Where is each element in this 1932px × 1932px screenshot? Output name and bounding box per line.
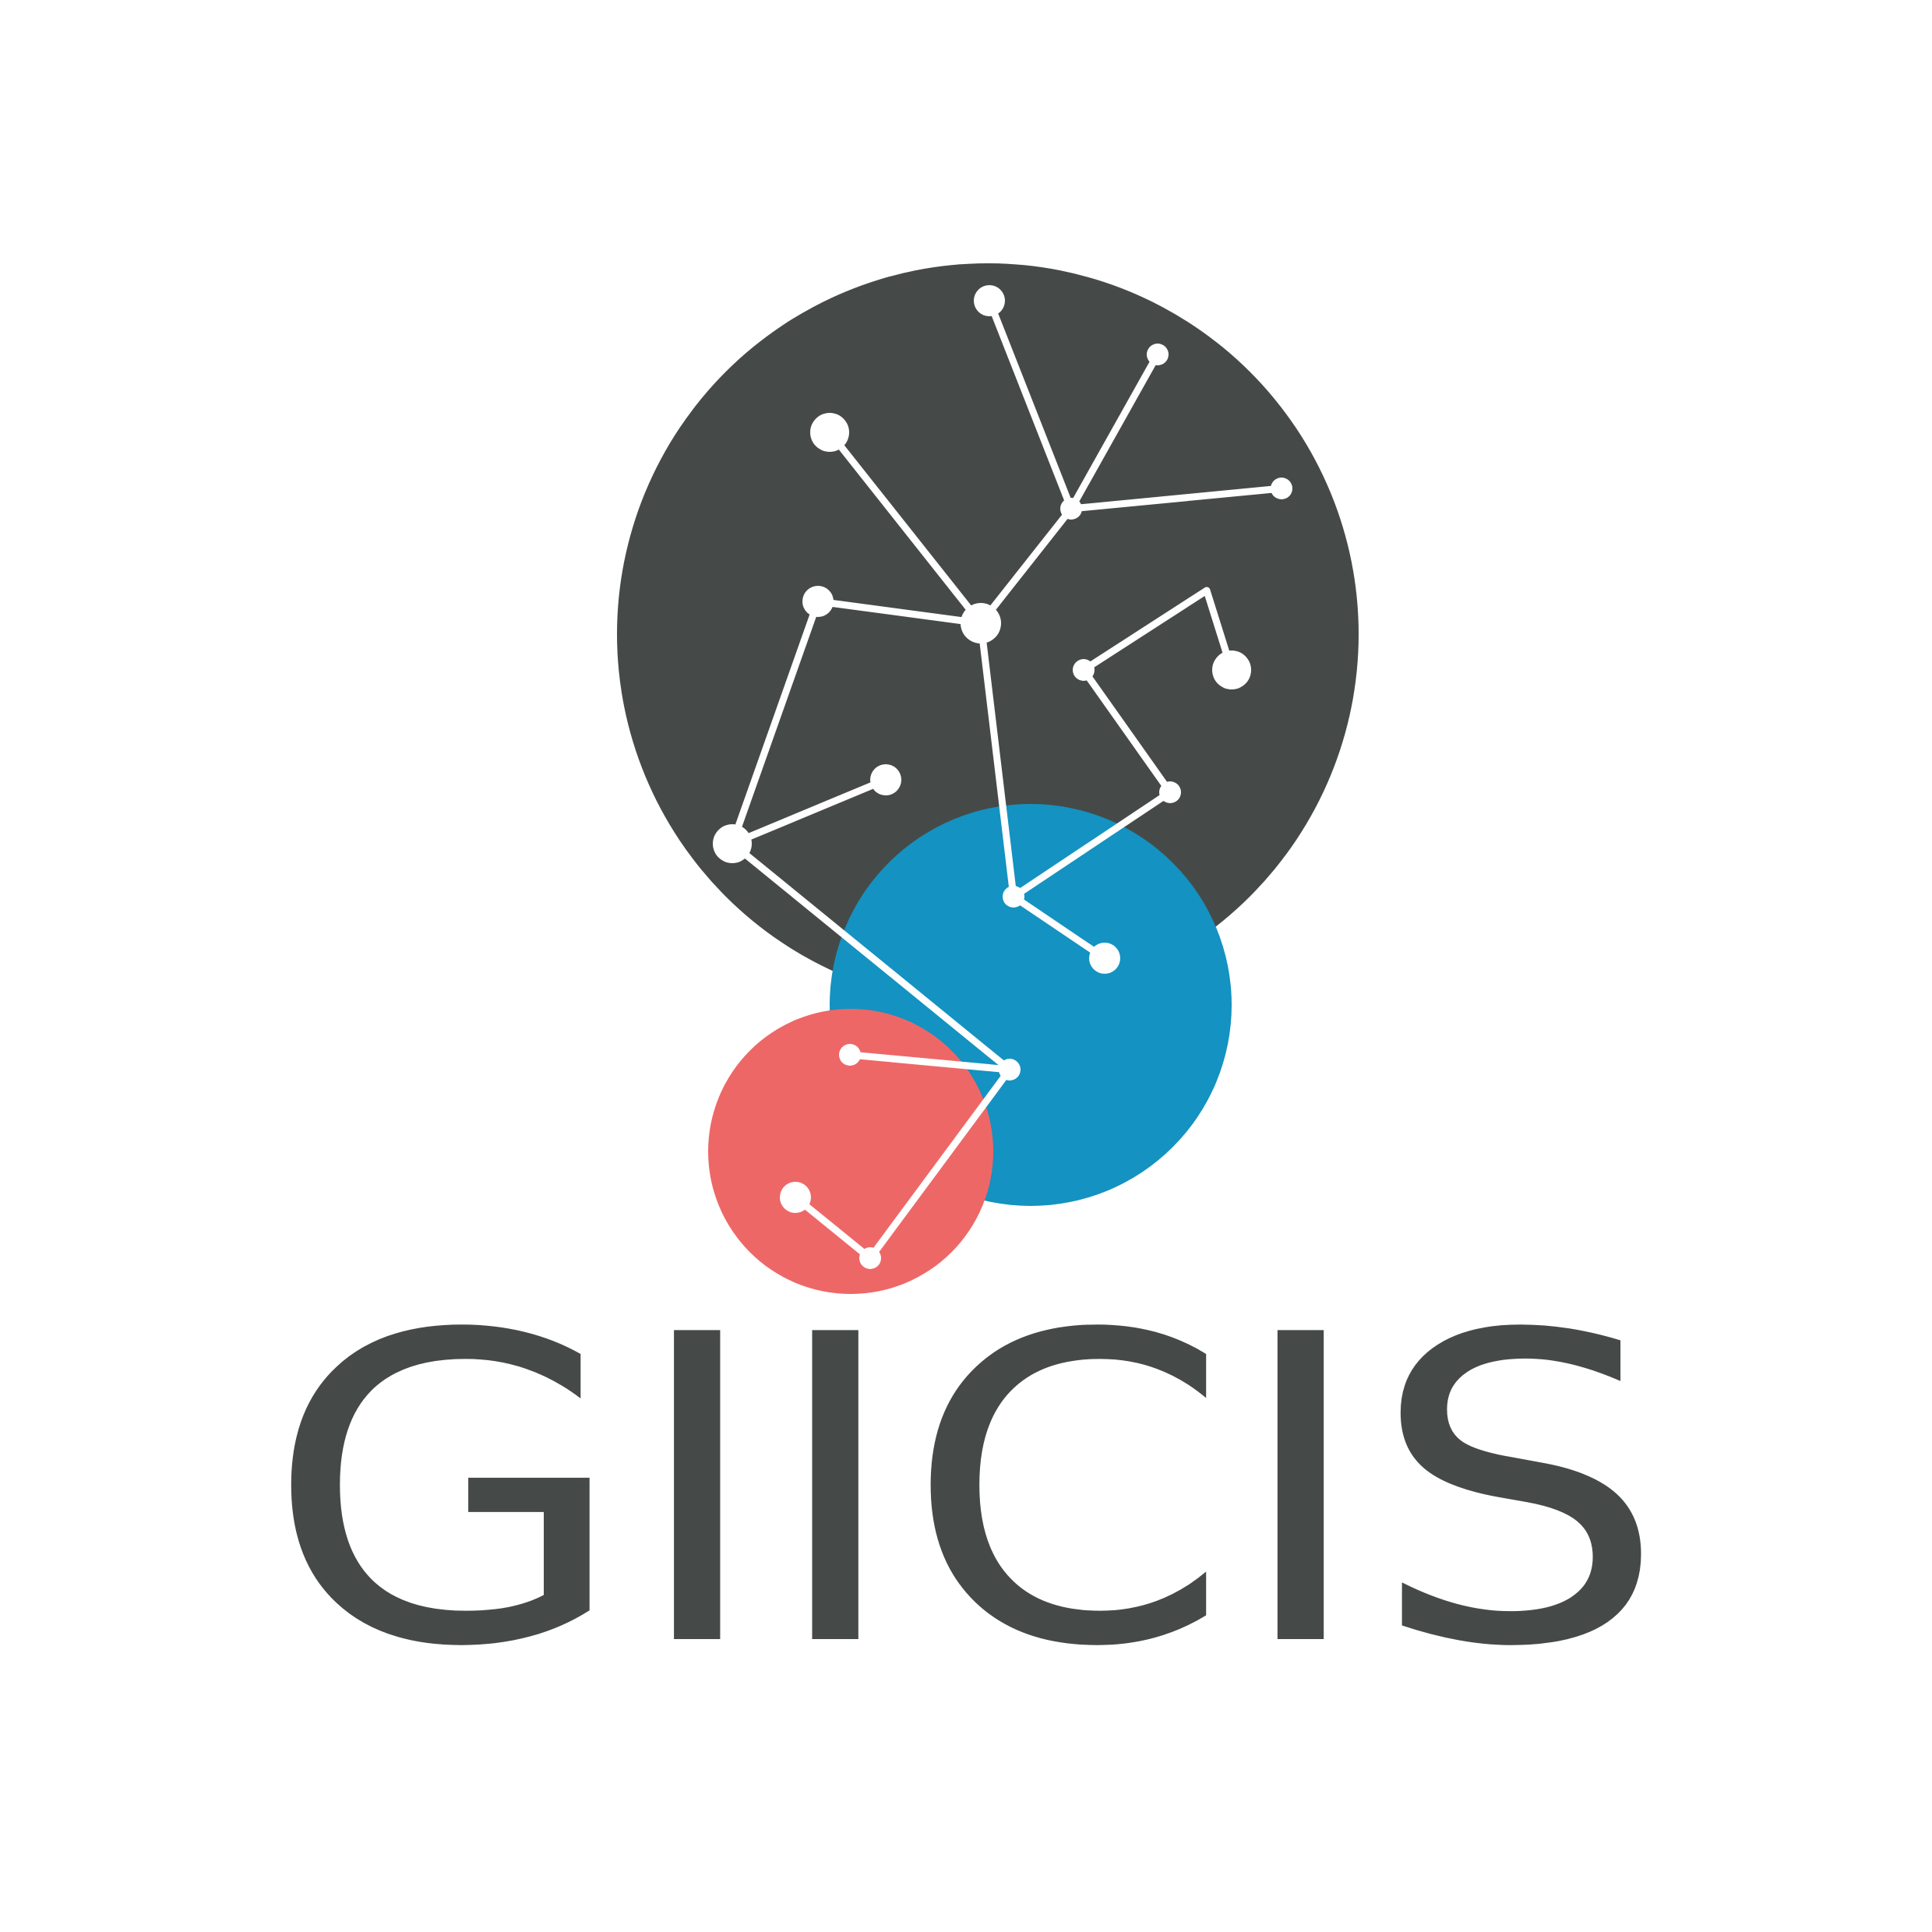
network-edge: [728, 840, 1014, 1074]
network-edge: [728, 776, 890, 848]
network-edge: [728, 598, 822, 848]
network-node: [999, 1059, 1021, 1081]
network-node: [713, 824, 752, 863]
network-node: [1060, 498, 1082, 520]
network-node: [859, 1247, 881, 1269]
network-node: [810, 413, 849, 452]
network-node: [1159, 781, 1181, 803]
network-node: [839, 1044, 861, 1066]
network-node: [802, 586, 834, 617]
network-node: [1003, 886, 1024, 908]
network-node: [1212, 650, 1251, 689]
brand-wordmark: GIICIS: [265, 1246, 1667, 1740]
network-edge: [846, 1051, 1014, 1074]
network-node: [780, 1182, 811, 1213]
network-edge: [1010, 788, 1174, 901]
network-edge: [1067, 485, 1285, 513]
red-circle: [708, 1009, 993, 1294]
network-node: [961, 603, 1001, 643]
network-node: [1089, 943, 1120, 974]
network-edge: [985, 297, 1075, 513]
network-edge: [826, 428, 985, 627]
network-edge: [977, 505, 1075, 627]
constellation-network: [713, 285, 1292, 1269]
network-edges: [728, 297, 1285, 1262]
network-edge: [1010, 893, 1109, 962]
network-node: [1271, 478, 1292, 499]
network-edge: [866, 1066, 1014, 1262]
network-edge: [977, 619, 1017, 901]
network-edge: [791, 1193, 874, 1262]
network-edge: [1080, 587, 1236, 674]
network-node: [974, 285, 1005, 316]
network-edge: [814, 598, 985, 627]
network-edge: [1067, 351, 1162, 513]
network-nodes: [713, 285, 1292, 1269]
network-edge: [1080, 666, 1174, 796]
network-node: [1073, 659, 1095, 681]
network-node: [1147, 344, 1169, 365]
network-node: [870, 764, 901, 795]
